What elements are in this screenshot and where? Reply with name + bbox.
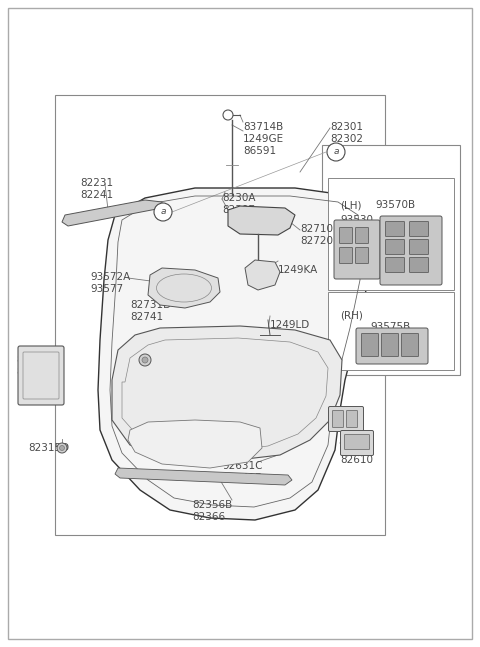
- Text: 82741: 82741: [130, 312, 163, 322]
- FancyBboxPatch shape: [401, 333, 419, 356]
- Polygon shape: [128, 420, 262, 468]
- Polygon shape: [112, 326, 342, 462]
- FancyBboxPatch shape: [356, 228, 369, 243]
- FancyBboxPatch shape: [339, 248, 352, 263]
- FancyBboxPatch shape: [347, 410, 358, 428]
- Text: 82394A: 82394A: [16, 367, 56, 377]
- FancyBboxPatch shape: [380, 216, 442, 285]
- Polygon shape: [115, 468, 292, 485]
- Text: 82731D: 82731D: [130, 300, 171, 310]
- Text: 93575B: 93575B: [370, 322, 410, 332]
- Text: 93572A: 93572A: [90, 272, 130, 282]
- Circle shape: [57, 443, 67, 453]
- Polygon shape: [228, 206, 295, 235]
- Text: 82720D: 82720D: [300, 236, 341, 246]
- Text: (RH): (RH): [340, 310, 363, 320]
- Text: 8230E: 8230E: [222, 205, 255, 215]
- FancyBboxPatch shape: [361, 333, 379, 356]
- Text: 82315B: 82315B: [114, 360, 154, 370]
- Text: 82315D: 82315D: [28, 443, 69, 453]
- FancyBboxPatch shape: [339, 228, 352, 243]
- Text: 82231: 82231: [80, 178, 113, 188]
- FancyBboxPatch shape: [334, 220, 380, 279]
- FancyBboxPatch shape: [18, 346, 64, 405]
- Circle shape: [60, 446, 64, 450]
- Polygon shape: [62, 200, 162, 226]
- FancyBboxPatch shape: [385, 258, 405, 272]
- Text: 82366: 82366: [192, 512, 225, 522]
- Bar: [328, 292, 454, 370]
- Text: 82620: 82620: [340, 443, 373, 453]
- FancyBboxPatch shape: [345, 435, 370, 450]
- FancyBboxPatch shape: [385, 221, 405, 237]
- Text: 92641B: 92641B: [222, 473, 262, 483]
- Text: 93570B: 93570B: [375, 200, 415, 210]
- Text: 82301: 82301: [330, 122, 363, 132]
- FancyBboxPatch shape: [333, 410, 344, 428]
- Text: 82241: 82241: [80, 190, 113, 200]
- Text: 1249LD: 1249LD: [270, 320, 310, 330]
- FancyBboxPatch shape: [409, 239, 429, 254]
- Circle shape: [142, 357, 148, 363]
- Circle shape: [327, 143, 345, 161]
- Bar: [322, 145, 460, 375]
- Bar: [328, 178, 454, 290]
- FancyBboxPatch shape: [409, 258, 429, 272]
- Text: 83714B: 83714B: [243, 122, 283, 132]
- Text: a: a: [333, 148, 339, 157]
- Text: 8230A: 8230A: [222, 193, 255, 203]
- Text: a: a: [160, 208, 166, 217]
- Text: (LH): (LH): [340, 200, 361, 210]
- Text: 1249GE: 1249GE: [243, 134, 284, 144]
- Circle shape: [139, 354, 151, 366]
- Polygon shape: [245, 260, 280, 290]
- Bar: [55, 95, 385, 535]
- Text: 82610: 82610: [340, 455, 373, 465]
- Text: 18643D: 18643D: [310, 410, 351, 420]
- Text: 93530: 93530: [340, 215, 373, 225]
- Text: 82302: 82302: [330, 134, 363, 144]
- FancyBboxPatch shape: [385, 239, 405, 254]
- FancyBboxPatch shape: [340, 430, 373, 455]
- Text: 82710D: 82710D: [300, 224, 341, 234]
- Circle shape: [154, 203, 172, 221]
- Polygon shape: [98, 188, 370, 520]
- Polygon shape: [148, 268, 220, 308]
- FancyBboxPatch shape: [328, 406, 363, 432]
- Text: 1249KA: 1249KA: [278, 265, 318, 275]
- FancyBboxPatch shape: [356, 328, 428, 364]
- Text: 86591: 86591: [243, 146, 276, 156]
- FancyBboxPatch shape: [356, 248, 369, 263]
- Text: 92631C: 92631C: [222, 461, 263, 471]
- FancyBboxPatch shape: [382, 333, 398, 356]
- Text: 82393A: 82393A: [16, 355, 56, 365]
- Text: 82356B: 82356B: [192, 500, 232, 510]
- Text: 93577: 93577: [90, 284, 123, 294]
- FancyBboxPatch shape: [409, 221, 429, 237]
